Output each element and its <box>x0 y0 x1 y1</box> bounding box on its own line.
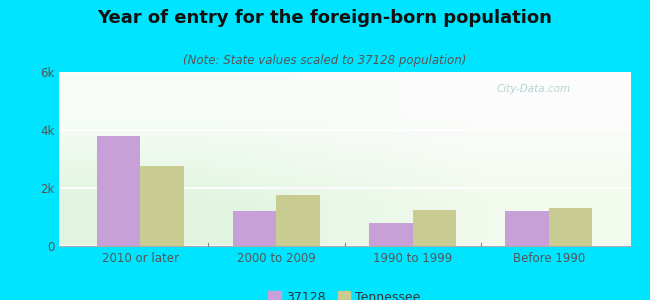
Bar <box>233 211 276 246</box>
Bar <box>505 211 549 246</box>
Text: City-Data.com: City-Data.com <box>496 84 570 94</box>
Legend: 37128, Tennessee: 37128, Tennessee <box>268 290 421 300</box>
Bar <box>140 166 184 246</box>
Bar <box>413 210 456 246</box>
Bar <box>97 136 140 246</box>
Bar <box>276 195 320 246</box>
Text: Year of entry for the foreign-born population: Year of entry for the foreign-born popul… <box>98 9 552 27</box>
Bar <box>369 223 413 246</box>
Text: (Note: State values scaled to 37128 population): (Note: State values scaled to 37128 popu… <box>183 54 467 67</box>
Bar <box>549 208 592 246</box>
